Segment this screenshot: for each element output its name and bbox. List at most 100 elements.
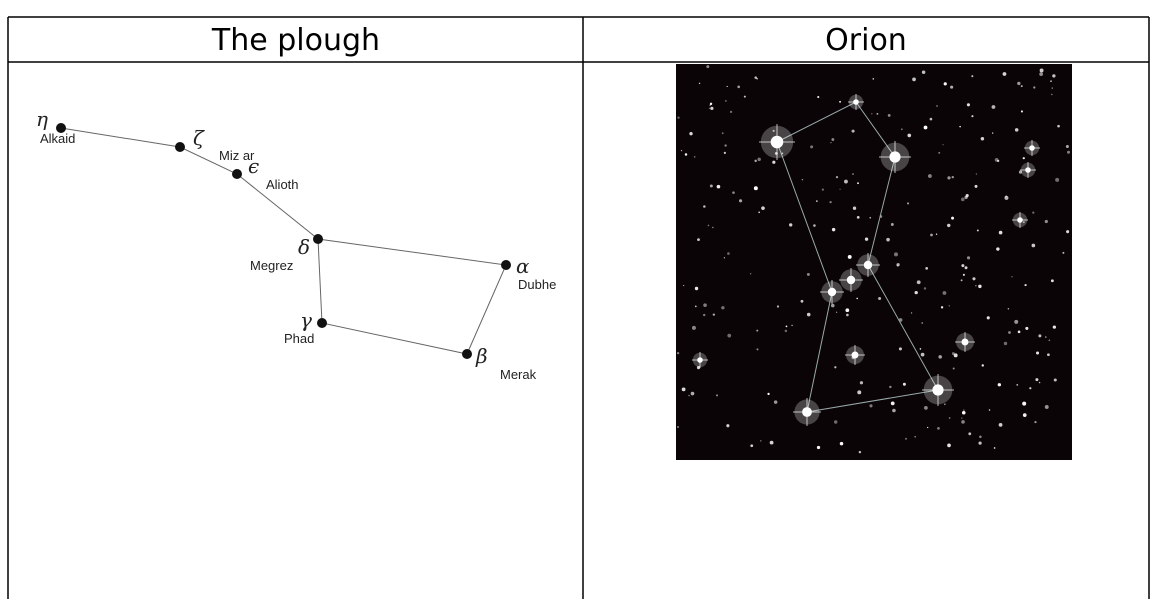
faint-star <box>732 191 735 194</box>
faint-star <box>890 223 894 226</box>
faint-star <box>856 215 860 219</box>
faint-star <box>951 175 954 179</box>
faint-star <box>834 366 837 369</box>
header-cell: Orion <box>825 23 907 58</box>
star-name: Dubhe <box>518 277 556 292</box>
faint-star <box>942 144 944 146</box>
faint-star <box>924 406 928 410</box>
faint-star <box>943 82 947 86</box>
faint-star <box>690 391 695 396</box>
faint-star <box>684 153 688 156</box>
faint-star <box>1035 378 1039 382</box>
faint-star <box>976 229 979 232</box>
faint-star <box>979 435 982 439</box>
faint-star <box>844 179 848 184</box>
faint-star <box>694 286 699 291</box>
faint-star <box>961 264 965 268</box>
faint-star <box>749 272 752 275</box>
faint-star <box>997 159 1000 162</box>
faint-star <box>1062 251 1065 254</box>
faint-star <box>896 262 900 267</box>
faint-star <box>872 78 875 80</box>
faint-star <box>940 306 944 309</box>
faint-star <box>960 197 965 202</box>
faint-star <box>1038 381 1041 384</box>
star-dot <box>462 349 472 359</box>
faint-star <box>743 95 746 98</box>
faint-star <box>784 329 788 333</box>
faint-star <box>772 129 775 132</box>
faint-star <box>791 324 793 327</box>
faint-star <box>864 237 869 241</box>
faint-star <box>676 351 680 355</box>
faint-star <box>702 313 706 317</box>
bright-star <box>1029 145 1035 151</box>
faint-star <box>859 381 864 385</box>
faint-star <box>887 113 891 117</box>
faint-star <box>756 77 758 80</box>
faint-star <box>712 313 716 316</box>
faint-star <box>723 257 726 259</box>
faint-star <box>691 325 696 330</box>
faint-star <box>1044 219 1048 224</box>
faint-star <box>927 174 932 178</box>
faint-star <box>727 252 730 255</box>
faint-star <box>830 303 835 308</box>
faint-star <box>947 443 951 448</box>
faint-star <box>703 205 706 208</box>
bright-star <box>846 275 856 285</box>
faint-star <box>971 115 974 118</box>
faint-star <box>781 152 784 155</box>
faint-star <box>1022 157 1025 160</box>
faint-star <box>900 128 903 131</box>
faint-star <box>829 200 832 204</box>
faint-star <box>916 280 921 285</box>
faint-star <box>1044 336 1047 338</box>
faint-star <box>1047 353 1050 357</box>
faint-star <box>914 435 917 438</box>
faint-star <box>835 176 839 179</box>
faint-star <box>1067 150 1071 154</box>
faint-star <box>921 70 926 74</box>
faint-star <box>974 184 978 188</box>
faint-star <box>1066 230 1070 234</box>
faint-star <box>1051 87 1053 89</box>
faint-star <box>1031 243 1036 248</box>
faint-star <box>947 223 951 228</box>
faint-star <box>962 273 965 276</box>
faint-star <box>697 238 700 242</box>
faint-star <box>998 422 1003 427</box>
faint-star <box>767 392 770 396</box>
faint-star <box>716 394 718 397</box>
faint-star <box>817 95 820 99</box>
greek-letter: ϵ <box>248 154 259 178</box>
faint-star <box>950 85 954 89</box>
faint-star <box>907 133 912 138</box>
faint-star <box>806 272 810 276</box>
faint-star <box>706 65 710 69</box>
greek-letter: β <box>475 344 488 368</box>
faint-star <box>757 157 761 162</box>
faint-star <box>813 224 816 227</box>
faint-star <box>890 401 895 406</box>
faint-star <box>839 100 842 103</box>
faint-star <box>726 424 730 428</box>
faint-star <box>889 385 892 389</box>
faint-star <box>693 156 696 158</box>
faint-star <box>975 173 977 175</box>
faint-star <box>1014 128 1019 132</box>
faint-star <box>998 230 1003 235</box>
faint-star <box>869 216 872 219</box>
faint-star <box>1017 81 1021 86</box>
faint-star <box>789 223 793 227</box>
faint-star <box>833 420 838 424</box>
faint-star <box>754 76 757 79</box>
faint-star <box>1036 351 1040 355</box>
faint-star <box>760 440 762 442</box>
faint-star <box>1020 85 1023 88</box>
faint-star <box>830 142 832 144</box>
faint-star <box>1034 420 1037 424</box>
faint-star <box>851 129 855 133</box>
faint-star <box>993 447 996 449</box>
